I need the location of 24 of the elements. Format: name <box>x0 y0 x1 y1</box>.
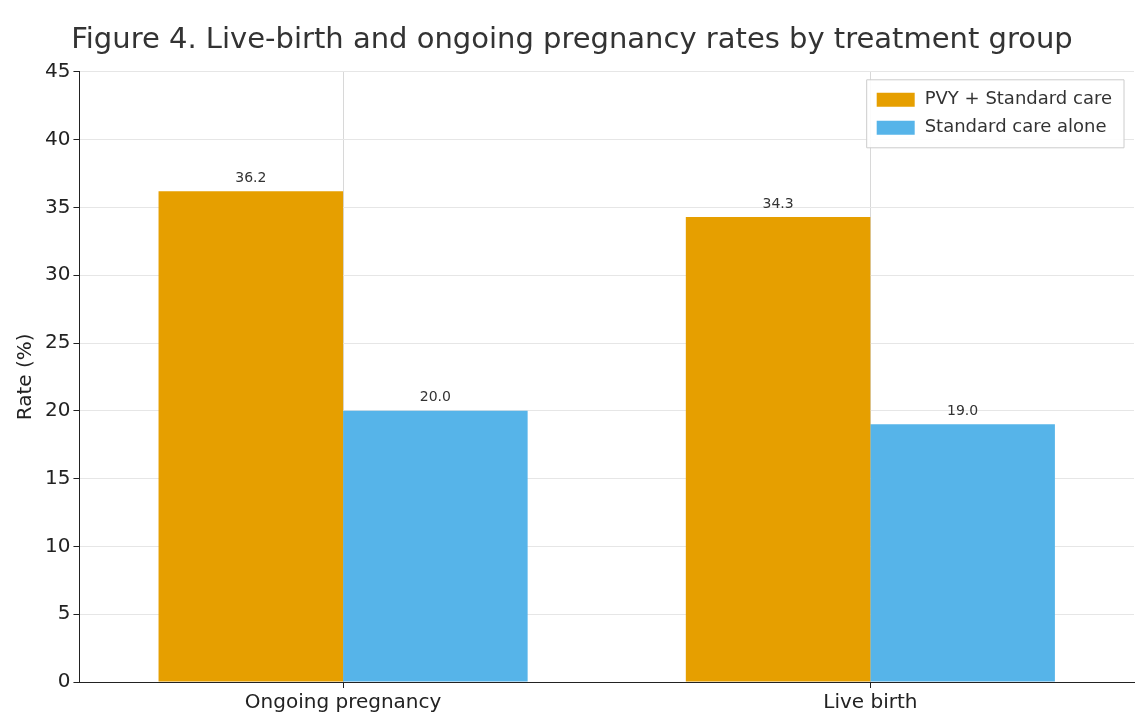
y-tick-label: 35 <box>45 193 71 218</box>
text: 20.0 <box>419 388 451 405</box>
y-tick-label: 20 <box>45 397 71 421</box>
bar <box>158 191 344 682</box>
chart-title: Figure 4. Live-birth and ongoing pregnancy rates by treatment group <box>71 20 1073 55</box>
text: 36.2 <box>235 168 267 185</box>
y-tick-label: 25 <box>45 329 71 354</box>
text: 34.3 <box>762 194 794 211</box>
y-axis-title: Rate (%) <box>12 333 37 421</box>
text: 19.0 <box>947 402 979 418</box>
y-tick-label: 30 <box>45 261 71 286</box>
x-tick-label: Ongoing pregnancy <box>244 689 442 714</box>
bar <box>685 216 871 682</box>
bar <box>870 424 1055 682</box>
bar <box>343 410 528 682</box>
y-tick-label: 15 <box>45 464 71 489</box>
legend-label: PVY + Standard care <box>924 87 1113 109</box>
y-tick-label: 5 <box>57 600 71 625</box>
x-tick-label: Live birth <box>823 689 918 714</box>
y-tick-label: 0 <box>57 668 71 693</box>
y-tick-label: 40 <box>45 125 71 150</box>
y-tick-label: 10 <box>45 532 71 557</box>
y-tick-label: 45 <box>45 58 71 82</box>
legend-label: Standard care alone <box>924 115 1107 137</box>
